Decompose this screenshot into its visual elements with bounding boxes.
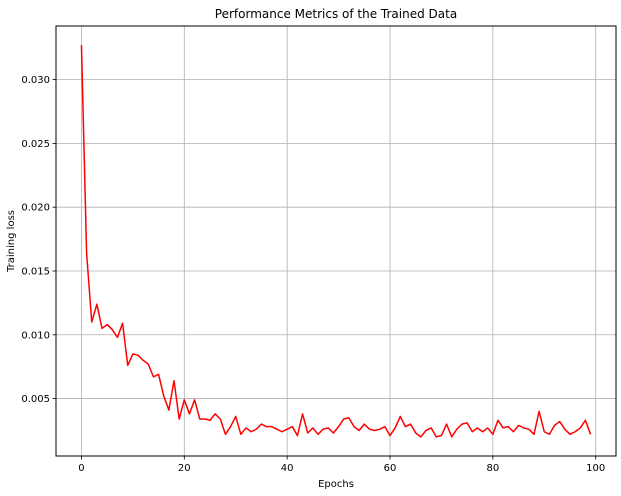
x-tick-label: 60 xyxy=(384,463,397,474)
chart-title: Performance Metrics of the Trained Data xyxy=(215,7,457,21)
y-tick-label: 0.010 xyxy=(21,330,50,341)
ticks: 0 20 40 60 80 100 0.005 0.010 0.015 0.020 0.025 0.0… xyxy=(21,75,605,474)
y-tick-label: 0.025 xyxy=(21,139,50,150)
x-tick-label: 20 xyxy=(178,463,191,474)
y-tick-label: 0.005 xyxy=(21,394,50,405)
y-tick-label: 0.020 xyxy=(21,203,50,214)
grid xyxy=(56,26,616,456)
x-tick-label: 100 xyxy=(586,463,605,474)
series-line xyxy=(80,45,592,438)
plot-frame xyxy=(55,25,617,457)
x-tick-label: 40 xyxy=(281,463,294,474)
x-axis-label: Epochs xyxy=(318,479,354,490)
y-axis-label: Training loss xyxy=(6,210,17,273)
y-tick-label: 0.030 xyxy=(21,75,50,86)
y-tick-label: 0.015 xyxy=(21,266,50,277)
series-layer xyxy=(80,45,592,438)
x-tick-label: 0 xyxy=(78,463,84,474)
x-tick-label: 80 xyxy=(486,463,499,474)
